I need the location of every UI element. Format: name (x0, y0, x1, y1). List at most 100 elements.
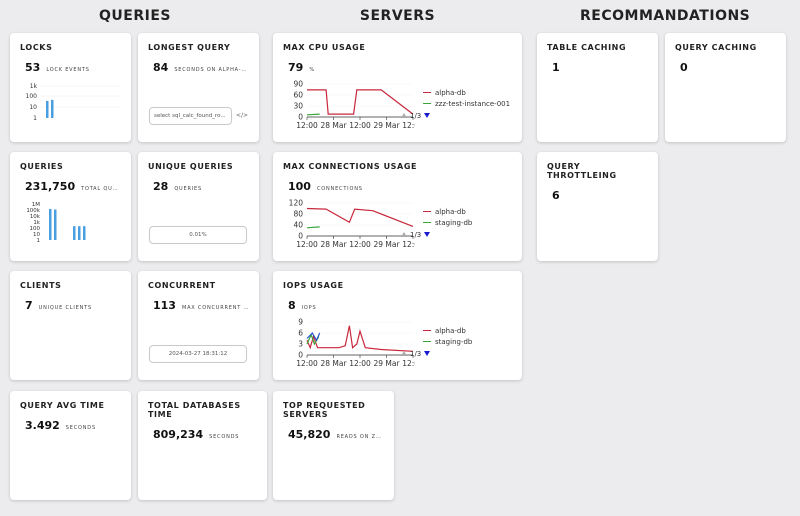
metric-value: 809,234 (153, 428, 204, 441)
y-tick-label: 120 (289, 199, 304, 208)
section-title-servers: SERVERS (359, 8, 436, 24)
metric-value: 231,750 (25, 180, 76, 193)
legend-pager[interactable]: 1/3 (401, 348, 472, 359)
x-tick-label: 29 Mar (373, 359, 400, 368)
locks-card[interactable]: LOCKS 53 LOCK EVENTS 1k 100 10 1 (10, 33, 131, 142)
page-down-icon[interactable] (424, 351, 431, 356)
axis-tick-label: 10 (33, 232, 40, 238)
page-up-icon[interactable] (401, 232, 407, 237)
y-tick-label: 0 (298, 351, 303, 360)
axis-tick-label: 100k (26, 208, 40, 214)
y-tick-label: 90 (293, 80, 303, 89)
iops-card[interactable]: IOPS USAGE 8 IOPS 9 6 3 0 12:00 28 Mar 12:00 29… (273, 271, 522, 380)
y-tick-label: 3 (298, 340, 303, 349)
legend-item[interactable]: alpha-db (423, 325, 472, 336)
code-icon[interactable]: </> (236, 112, 249, 119)
metric-unit: CONNECTIONS (316, 186, 363, 192)
legend-item[interactable]: staging-db (423, 336, 472, 347)
legend-swatch (423, 103, 431, 104)
legend-swatch (423, 341, 431, 342)
legend-item[interactable]: staging-db (423, 217, 472, 228)
metric-unit: QUERIES (174, 186, 202, 192)
card-title: LONGEST QUERY (148, 43, 231, 52)
metric-value: 6 (552, 189, 560, 202)
x-tick-label: 12:00 (296, 359, 318, 368)
pager-label: 1/3 (410, 349, 422, 358)
bar (73, 226, 76, 240)
x-tick-label: 28 Mar (320, 121, 347, 130)
chart-legend: alpha-db staging-db 1/3 (401, 206, 472, 240)
metric-value: 1 (552, 61, 560, 74)
query-text-field[interactable]: select sql_calc_found_ro... (149, 107, 232, 125)
legend-label: staging-db (435, 337, 473, 346)
card-title: QUERY THROTTLEING (547, 162, 617, 180)
card-title: TABLE CACHING (547, 43, 627, 52)
metric-value: 3.492 (25, 419, 60, 432)
metric-unit: READS ON zzz-... (336, 434, 381, 440)
pager-label: 1/3 (410, 111, 422, 120)
legend-label: zzz-test-instance-001 (435, 99, 511, 108)
x-tick-label: 12:00 (402, 240, 415, 249)
legend-label: alpha-db (435, 326, 466, 335)
metric-value: 8 (288, 299, 296, 312)
series-line (306, 325, 414, 352)
axis-tick-label: 10k (30, 214, 41, 220)
legend-swatch (423, 330, 431, 331)
query-throttling-card[interactable]: QUERY THROTTLEING 6 (537, 152, 658, 261)
metric-value: 79 (288, 61, 304, 74)
locks-bar-chart: 1k 100 10 1 (26, 83, 120, 122)
axis-tick-label: 1M (32, 202, 40, 208)
metric-value: 100 (288, 180, 311, 193)
page-down-icon[interactable] (424, 232, 431, 237)
query-avg-time-card[interactable]: QUERY AVG TIME 3.492 SECONDS (10, 391, 131, 500)
card-title: QUERY AVG TIME (20, 401, 105, 410)
top-requested-servers-card[interactable]: TOP REQUESTED SERVERS 45,820 READS ON zz… (273, 391, 394, 500)
series-line (306, 113, 320, 116)
y-tick-label: 40 (293, 221, 303, 230)
metric-unit: UNIQUE CLIENTS (38, 305, 92, 311)
card-title: MAX CPU USAGE (283, 43, 366, 52)
legend-item[interactable]: zzz-test-instance-001 (423, 98, 510, 109)
max-cpu-card[interactable]: MAX CPU USAGE 79 % 90 60 30 0 12:00 28 Mar 12:… (273, 33, 522, 142)
metric-unit: TOTAL QUER... (81, 186, 121, 192)
clients-card[interactable]: CLIENTS 7 UNIQUE CLIENTS (10, 271, 131, 380)
page-up-icon[interactable] (401, 351, 407, 356)
card-title: LOCKS (20, 43, 53, 52)
y-tick-label: 60 (293, 91, 303, 100)
concurrent-card[interactable]: CONCURRENT 113 MAX CONCURRENT Q... 2024-… (138, 271, 259, 380)
x-tick-label: 12:00 (349, 359, 371, 368)
metric-unit: SECONDS (65, 425, 96, 431)
card-title: TOTAL DATABASES TIME (148, 401, 241, 419)
section-title-queries: QUERIES (99, 8, 171, 24)
x-tick-label: 12:00 (402, 121, 415, 130)
legend-pager[interactable]: 1/3 (401, 229, 472, 240)
axis-tick-label: 1 (33, 115, 37, 122)
axis-tick-label: 1 (37, 238, 41, 244)
max-connections-card[interactable]: MAX CONNECTIONS USAGE 100 CONNECTIONS 12… (273, 152, 522, 261)
legend-swatch (423, 92, 431, 93)
table-caching-card[interactable]: TABLE CACHING 1 (537, 33, 658, 142)
x-tick-label: 29 Mar (373, 240, 400, 249)
queries-card[interactable]: QUERIES 231,750 TOTAL QUER... 1M 100k 10… (10, 152, 131, 261)
legend-item[interactable]: alpha-db (423, 206, 472, 217)
x-tick-label: 12:00 (296, 121, 318, 130)
card-title: CONCURRENT (148, 281, 216, 290)
legend-item[interactable]: alpha-db (423, 87, 510, 98)
longest-query-card[interactable]: LONGEST QUERY 84 SECONDS ON alpha-db sel… (138, 33, 259, 142)
concurrent-timestamp: 2024-03-27 18:31:12 (149, 345, 247, 363)
unique-queries-card[interactable]: UNIQUE QUERIES 28 QUERIES 0.01% (138, 152, 259, 261)
card-title: QUERY CACHING (675, 43, 757, 52)
y-tick-label: 6 (298, 329, 303, 338)
y-tick-label: 0 (298, 232, 303, 241)
metric-value: 28 (153, 180, 169, 193)
total-databases-time-card[interactable]: TOTAL DATABASES TIME 809,234 SECONDS (138, 391, 267, 500)
page-up-icon[interactable] (401, 113, 407, 118)
chart-legend: alpha-db zzz-test-instance-001 1/3 (401, 87, 510, 121)
query-caching-card[interactable]: QUERY CACHING 0 (665, 33, 786, 142)
x-tick-label: 28 Mar (320, 240, 347, 249)
x-tick-label: 12:00 (402, 359, 415, 368)
legend-pager[interactable]: 1/3 (401, 110, 510, 121)
bar (83, 226, 86, 240)
page-down-icon[interactable] (424, 113, 431, 118)
